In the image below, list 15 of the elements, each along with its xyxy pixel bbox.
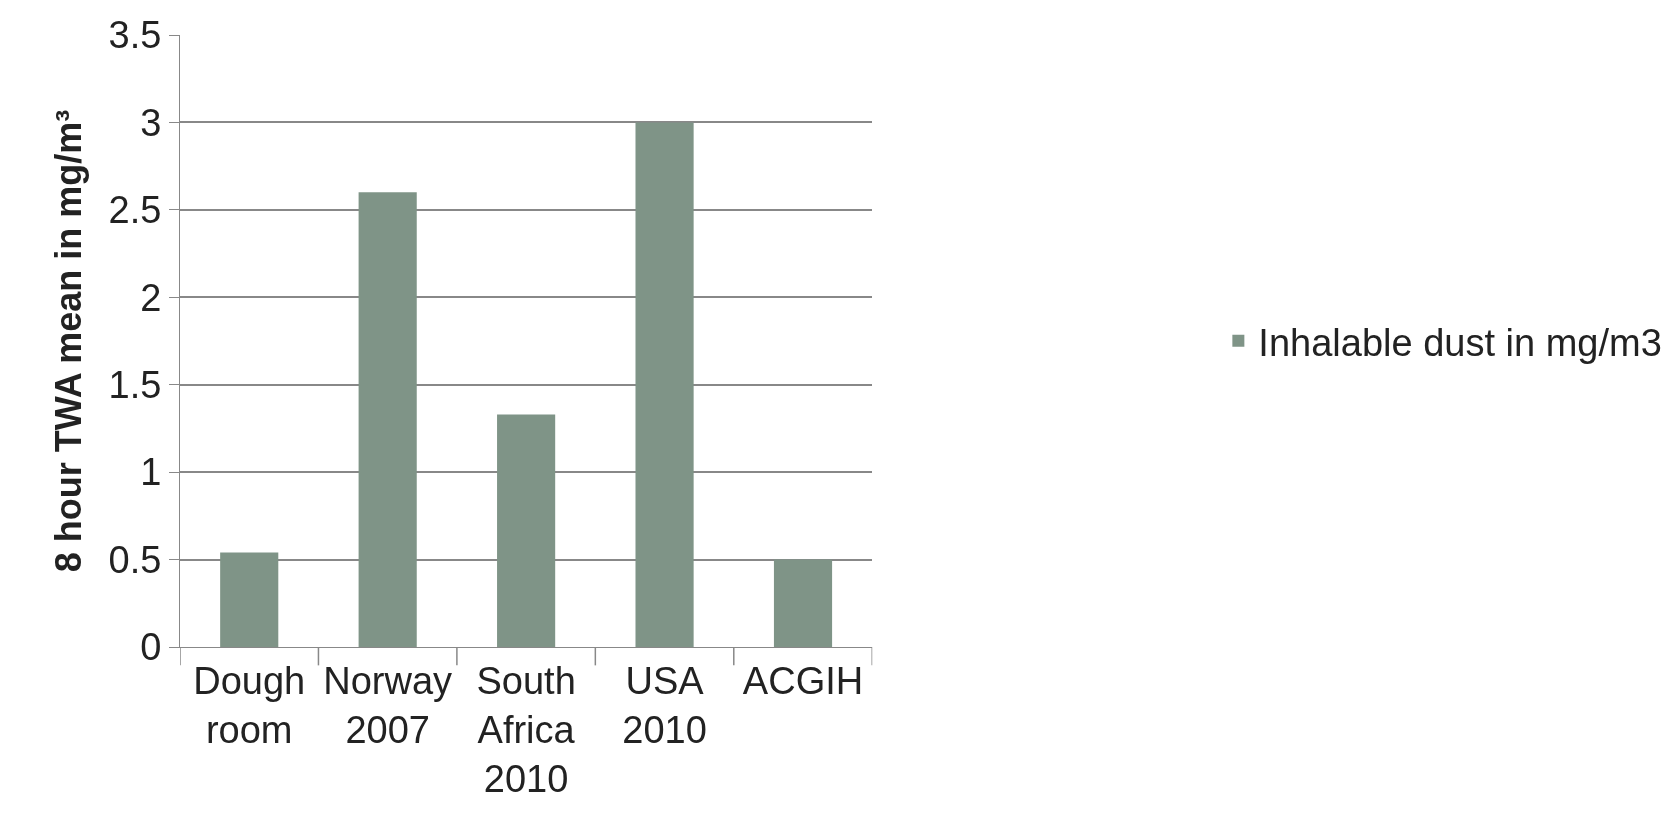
x-tick-label: Dough room [193, 659, 306, 751]
x-tick-label: USA 2010 [622, 659, 707, 751]
x-tick-label: South Africa 2010 [476, 659, 576, 801]
y-tick-label: 0.5 [108, 538, 162, 581]
legend-label: Inhalable dust in mg/m3 [1258, 321, 1662, 364]
y-tick-label: 3 [140, 101, 162, 144]
x-tick-label: ACGIH [742, 659, 864, 702]
y-tick-label: 1.5 [108, 364, 162, 407]
y-axis-title: 8 hour TWA mean in mg/m³ [48, 109, 90, 573]
y-tick-label: 2 [140, 276, 162, 319]
y-tick-label: 0 [140, 626, 162, 669]
y-tick-label: 2.5 [108, 189, 162, 232]
y-tick-label: 1 [140, 451, 162, 494]
y-tick-label: 3.5 [108, 14, 162, 57]
x-tick-label: Norway 2007 [323, 659, 453, 751]
